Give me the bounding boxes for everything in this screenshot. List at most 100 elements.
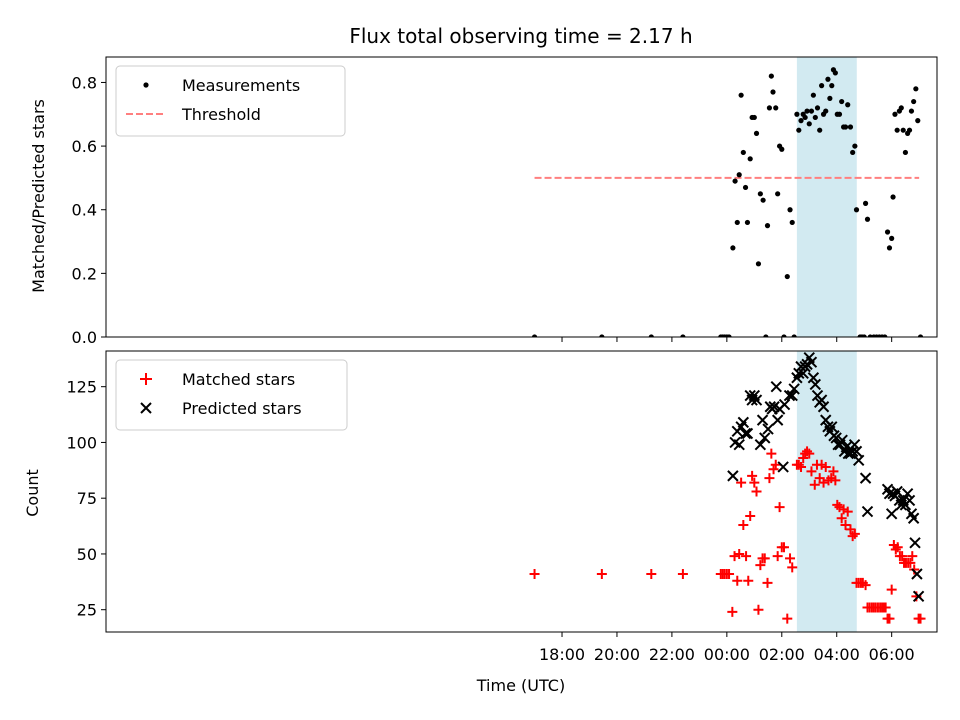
matched-stars-point — [905, 557, 916, 568]
matched-stars-point — [772, 551, 783, 562]
measurement-point — [794, 111, 800, 117]
predicted-stars-point — [815, 394, 828, 406]
predicted-stars-point — [750, 394, 763, 406]
measurement-point — [892, 111, 898, 117]
matched-stars-point — [915, 613, 926, 624]
measurement-point — [852, 143, 858, 149]
predicted-stars-point — [741, 427, 754, 440]
matched-stars-point — [842, 506, 853, 517]
predicted-stars-point — [826, 421, 838, 433]
matched-stars-point — [793, 459, 804, 470]
measurement-point — [902, 149, 909, 156]
measurement-point — [730, 245, 736, 251]
measurement-point — [770, 89, 776, 95]
bottom-y-tick-label: 100 — [66, 433, 97, 452]
matched-stars-point — [755, 560, 766, 571]
matched-stars-point — [782, 613, 793, 624]
measurement-point — [648, 334, 654, 337]
matched-stars-point — [886, 584, 897, 595]
x-tick-label: 22:00 — [649, 645, 695, 664]
matched-stars-point — [596, 569, 607, 580]
measurement-point — [760, 197, 766, 203]
bottom-legend: Matched stars Predicted stars — [115, 359, 348, 431]
measurement-point — [839, 98, 845, 105]
measurement-point — [768, 73, 774, 79]
matched-stars-point — [774, 502, 785, 513]
matched-stars-point — [646, 569, 657, 580]
measurement-point — [766, 105, 773, 111]
top-y-tick-label: 0.8 — [72, 73, 97, 92]
measurement-point — [886, 245, 893, 251]
measurement-point — [747, 156, 753, 162]
x-tick-label: 00:00 — [704, 645, 750, 664]
predicted-stars-point — [786, 389, 798, 402]
measurement-point — [726, 334, 732, 337]
measurement-point — [825, 76, 831, 82]
measurement-point — [906, 127, 913, 133]
predicted-stars-point — [795, 360, 807, 373]
measurement-point — [814, 105, 821, 111]
matched-stars-point — [809, 479, 820, 490]
measurement-point — [599, 334, 605, 337]
measurement-point — [808, 108, 815, 114]
predicted-stars-point — [907, 512, 920, 524]
measurement-point — [861, 334, 867, 337]
measurement-point — [827, 95, 833, 101]
measurement-point — [889, 235, 895, 241]
predicted-stars-point — [809, 378, 822, 391]
top-shaded-region — [796, 57, 857, 337]
matched-stars-point — [907, 551, 918, 562]
matched-stars-point — [724, 569, 735, 580]
matched-stars-point — [736, 477, 747, 488]
measurement-point — [736, 172, 742, 178]
measurement-point — [894, 127, 900, 133]
predicted-stars-point — [783, 389, 796, 402]
matched-stars-point — [743, 575, 754, 586]
predicted-stars-point — [836, 434, 848, 446]
measurement-point — [753, 130, 760, 136]
measurement-point — [763, 334, 769, 337]
top-plot-area — [531, 57, 924, 337]
matched-stars-point — [820, 461, 831, 472]
top-y-tick-label: 0.4 — [72, 201, 97, 220]
measurement-point — [798, 118, 804, 124]
predicted-stars-point — [770, 380, 783, 393]
matched-stars-point — [766, 448, 777, 459]
bottom-y-axis-label: Count — [23, 469, 42, 517]
matched-stars-point — [785, 553, 796, 564]
predicted-stars-point — [912, 590, 925, 603]
measurement-point — [755, 261, 762, 267]
bottom-legend-label: Matched stars — [182, 370, 295, 389]
bottom-axes-frame — [105, 350, 938, 633]
predicted-stars-point — [797, 367, 809, 380]
measurement-point — [842, 124, 849, 130]
top-y-tick-label: 0.2 — [72, 264, 97, 283]
predicted-stars-point — [859, 472, 872, 484]
measurement-point — [796, 127, 802, 133]
measurement-point — [850, 149, 856, 156]
measurement-point — [913, 86, 919, 92]
legend-measurements-swatch — [143, 82, 149, 88]
measurement-point — [781, 334, 787, 337]
measurement-point — [742, 184, 749, 191]
matched-stars-point — [759, 553, 770, 564]
measurement-point — [812, 114, 818, 121]
top-y-axis-label: Matched/Predicted stars — [29, 99, 48, 293]
matched-stars-point — [884, 613, 895, 624]
measurement-point — [531, 334, 538, 337]
measurement-point — [680, 334, 686, 337]
measurement-point — [734, 219, 740, 226]
measurement-point — [738, 92, 744, 98]
predicted-stars-point — [739, 427, 752, 440]
legend-predicted-swatch — [140, 402, 152, 414]
predicted-stars-point — [733, 438, 745, 451]
predicted-stars-point — [759, 432, 771, 444]
predicted-stars-point — [885, 508, 898, 520]
measurement-point — [817, 127, 823, 133]
predicted-stars-point — [727, 470, 739, 482]
matched-stars-point — [909, 564, 920, 575]
measurement-point — [779, 146, 785, 152]
predicted-stars-point — [911, 568, 923, 580]
matched-stars-point — [796, 461, 807, 472]
